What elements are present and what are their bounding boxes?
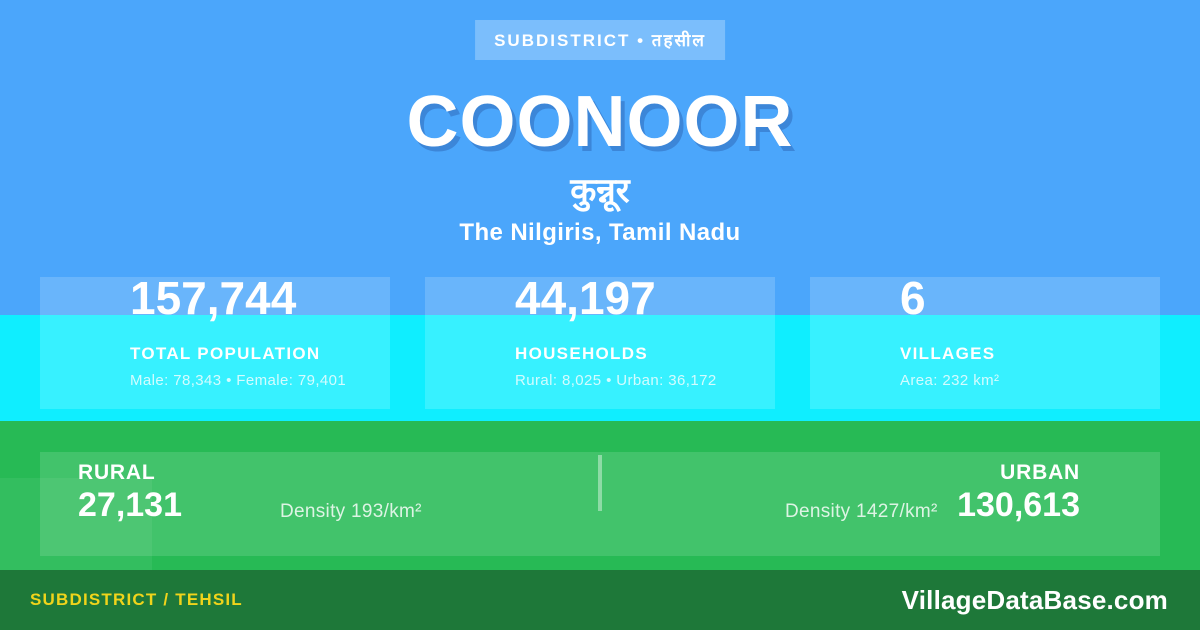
- vertical-divider: [598, 455, 602, 511]
- footer: SUBDISTRICT / TEHSIL VillageDataBase.com: [0, 570, 1200, 630]
- stat-card-total-population: 157,744 TOTAL POPULATION Male: 78,343 • …: [40, 272, 390, 409]
- stat-label: TOTAL POPULATION: [130, 344, 321, 363]
- native-name: कुन्नूर: [570, 171, 630, 211]
- urban-stat: URBAN 130,613: [957, 461, 1080, 524]
- stat-detail: Male: 78,343 • Female: 79,401: [130, 372, 347, 389]
- stat-card-households: 44,197 HOUSEHOLDS Rural: 8,025 • Urban: …: [425, 272, 775, 409]
- cyan-stats-band: [0, 315, 1200, 421]
- stat-label: HOUSEHOLDS: [515, 344, 648, 363]
- rural-stat: RURAL 27,131: [78, 461, 182, 524]
- stat-value: 44,197: [515, 272, 656, 324]
- rural-density: Density 193/km²: [280, 501, 422, 522]
- stat-value: 157,744: [130, 272, 297, 324]
- footer-type-label: SUBDISTRICT / TEHSIL: [30, 590, 243, 609]
- entity-type-badge: SUBDISTRICT • तहसील: [475, 20, 725, 60]
- urban-density: Density 1427/km²: [785, 501, 938, 522]
- urban-value: 130,613: [957, 486, 1080, 525]
- stat-card-villages: 6 VILLAGES Area: 232 km²: [810, 272, 1160, 409]
- region-subtitle: The Nilgiris, Tamil Nadu: [459, 219, 741, 246]
- stat-detail: Area: 232 km²: [900, 372, 1000, 389]
- stat-value: 6: [900, 272, 926, 324]
- rural-highlight-block: [0, 478, 152, 570]
- rural-label: RURAL: [78, 461, 156, 484]
- entity-type-badge-label: SUBDISTRICT • तहसील: [494, 31, 706, 50]
- brand-link[interactable]: VillageDataBase.com: [901, 584, 1168, 615]
- rural-urban-panel: [40, 452, 1160, 556]
- stat-detail: Rural: 8,025 • Urban: 36,172: [515, 372, 717, 389]
- page-title: COONOOR: [406, 82, 794, 162]
- urban-label: URBAN: [1000, 461, 1080, 484]
- rural-urban-section: RURAL 27,131 Density 193/km² Density 142…: [0, 421, 1200, 570]
- rural-value: 27,131: [78, 486, 182, 525]
- stat-label: VILLAGES: [900, 344, 996, 363]
